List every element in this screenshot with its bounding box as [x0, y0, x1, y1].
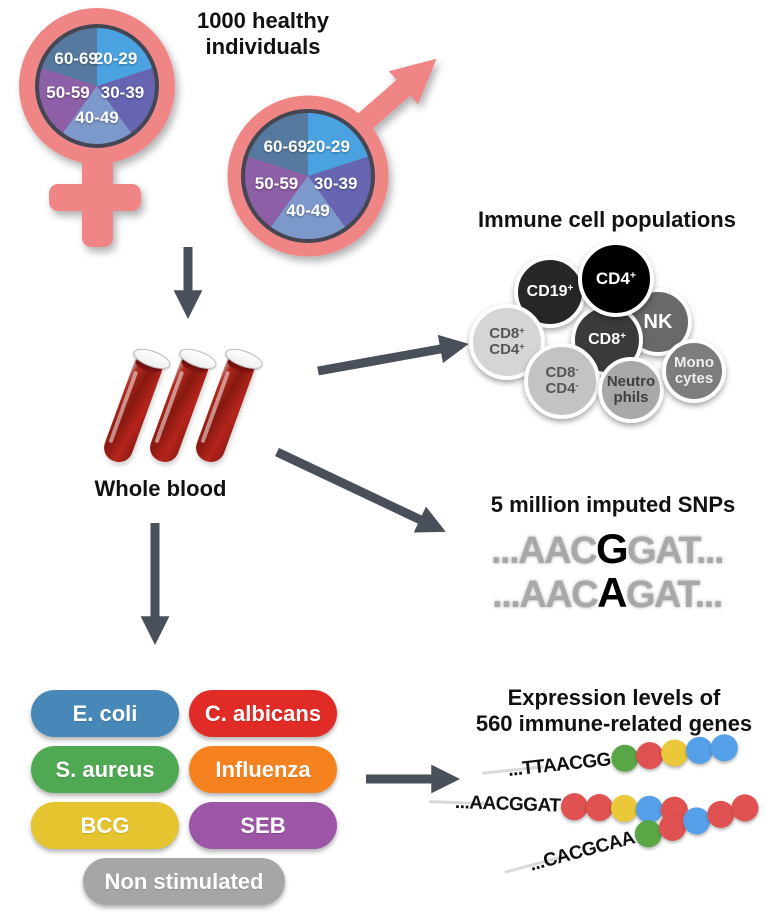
arrow-blood-to-snps — [275, 447, 446, 533]
snp-variant-allele: G — [595, 525, 629, 572]
female-symbol — [19, 8, 175, 247]
stimulus-influenza: Influenza — [189, 746, 337, 793]
snp-prefix: ...AAC — [490, 530, 598, 572]
age-group-label-50-59: 50-59 — [46, 82, 90, 102]
snp-sequence-row: ...AACGGAT... — [446, 525, 768, 573]
expression-title-line2: 560 immune-related genes — [475, 710, 753, 736]
age-group-label-60-69: 60-69 — [263, 137, 308, 157]
expression-dot-red — [560, 792, 589, 821]
arrow-blood-to-immune-cells — [317, 334, 469, 376]
stimulus-bcg: BCG — [31, 802, 179, 849]
expression-dot-red — [635, 740, 665, 771]
blood-tubes — [85, 344, 285, 474]
age-group-label-30-39: 30-39 — [100, 82, 145, 102]
age-pie-male: 20-29 30-39 40-49 50-59 60-69 — [241, 109, 375, 243]
expression-dot-blue — [709, 732, 740, 763]
expression-dot-yellow — [610, 794, 639, 823]
age-pie-female: 20-29 30-39 40-49 50-59 60-69 — [35, 24, 159, 148]
age-group-label-60-69: 60-69 — [54, 49, 98, 69]
snp-suffix: GAT... — [627, 530, 724, 572]
cell-population-neutrophils: Neutro phils — [598, 357, 664, 423]
female-crossbar — [49, 184, 141, 211]
snp-suffix: GAT... — [625, 574, 723, 616]
expression-title: Expression levels of 560 immune-related … — [458, 685, 770, 736]
tube-rim — [176, 344, 220, 374]
expression-dot-yellow — [660, 738, 690, 768]
male-symbol — [227, 58, 437, 257]
age-group-label-40-49: 40-49 — [286, 201, 330, 221]
male-ring — [227, 95, 389, 257]
cell-population-cd8pos-cd4pos: CD8+ CD4+ — [469, 304, 545, 380]
stimulus-c-albicans: C. albicans — [189, 690, 337, 737]
expression-dot-blue — [684, 735, 715, 766]
snp-variant-allele: A — [597, 569, 627, 616]
expression-dot-red — [585, 793, 614, 822]
tube-rim — [130, 344, 174, 374]
population-title: 1000 healthy individuals — [196, 8, 330, 60]
age-group-label-40-49: 40-49 — [75, 108, 119, 128]
snps-title: 5 million imputed SNPs — [490, 492, 736, 517]
immune-cells-title: Immune cell populations — [478, 207, 736, 232]
expression-title-line1: Expression levels of — [507, 685, 721, 710]
cell-population-monocytes: Mono cytes — [662, 339, 726, 403]
age-group-label-50-59: 50-59 — [254, 173, 299, 193]
expression-dot-green — [610, 743, 641, 774]
snp-prefix: ...AAC — [492, 574, 599, 616]
cell-population-cd4: CD4+ — [578, 241, 654, 317]
gene-sequence: ...AACGGAT — [454, 791, 561, 817]
stimuli-list: E. coli C. albicans S. aureus Influenza BCG S… — [31, 690, 337, 905]
stimulus-e-coli: E. coli — [31, 690, 179, 737]
snp-sequence-row: ...AACAGAT... — [446, 569, 768, 617]
stimulus-seb: SEB — [189, 802, 337, 849]
snp-sequences: ...AACGGAT... ...AACAGAT... — [446, 525, 768, 617]
stimulus-non-stimulated: Non stimulated — [83, 858, 285, 905]
tube-rim — [222, 344, 266, 374]
cell-population-cd8neg-cd4neg: CD8- CD4- — [524, 343, 600, 419]
age-group-label-30-39: 30-39 — [313, 173, 358, 193]
age-group-label-20-29: 20-29 — [306, 137, 350, 157]
whole-blood-label: Whole blood — [94, 476, 227, 501]
stimulus-s-aureus: S. aureus — [31, 746, 179, 793]
age-group-label-20-29: 20-29 — [93, 49, 138, 69]
male-arrow — [355, 58, 437, 132]
